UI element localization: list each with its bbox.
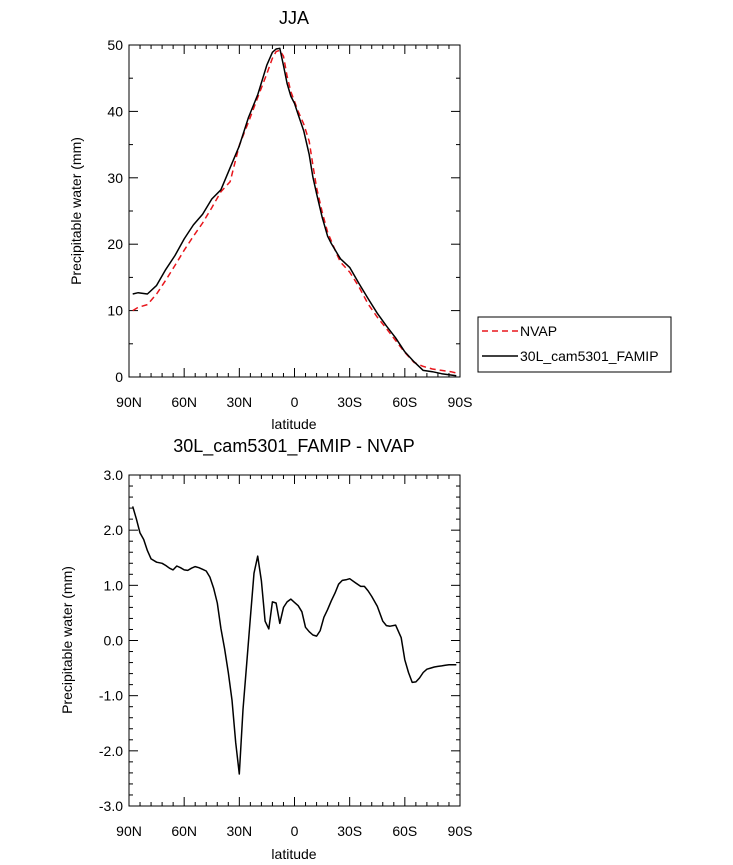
- y-tick-label: 2.0: [104, 522, 124, 538]
- y-tick-label: 0.0: [104, 633, 124, 649]
- x-tick-label: 90N: [116, 823, 142, 839]
- x-tick-label: 90S: [448, 823, 473, 839]
- bottom-chart-lines: [131, 506, 457, 775]
- x-tick-label: 30S: [337, 394, 362, 410]
- x-tick-label: 60S: [392, 823, 417, 839]
- y-tick-label: 20: [107, 236, 123, 252]
- y-tick-label: 1.0: [104, 577, 124, 593]
- series-line-nvap: [132, 49, 457, 374]
- bottom-chart-panel: 30L_cam5301_FAMIP - NVAP Precipitable wa…: [59, 436, 472, 862]
- x-tick-label: 60N: [171, 394, 197, 410]
- series-line-30l-cam5301-famip: [132, 47, 457, 377]
- y-tick-label: -2.0: [99, 743, 123, 759]
- legend-label-model: 30L_cam5301_FAMIP: [520, 348, 659, 364]
- bottom-chart-frame: [128, 474, 461, 807]
- top-chart-panel: JJA Precipitable water (mm) latitude 90N…: [68, 8, 672, 432]
- top-chart-legend: NVAP 30L_cam5301_FAMIP: [477, 316, 672, 373]
- top-chart-frame: [128, 44, 461, 378]
- top-chart-ticks: 90N 60N 30N 0 30S 60S 90S 0 10 20 30 40 50: [107, 37, 472, 410]
- x-tick-label: 90S: [448, 394, 473, 410]
- y-tick-label: 10: [107, 303, 123, 319]
- top-chart-lines: [132, 47, 457, 377]
- legend-box: [477, 316, 672, 373]
- bottom-chart-ylabel: Precipitable water (mm): [59, 566, 75, 714]
- y-tick-label: 3.0: [104, 467, 124, 483]
- bottom-chart-title: 30L_cam5301_FAMIP - NVAP: [173, 436, 414, 457]
- x-tick-label: 60S: [392, 394, 417, 410]
- top-chart-title: JJA: [279, 8, 309, 28]
- x-tick-label: 90N: [116, 394, 142, 410]
- y-tick-label: 0: [115, 369, 123, 385]
- y-tick-label: 40: [107, 103, 123, 119]
- y-tick-label: 30: [107, 170, 123, 186]
- x-tick-label: 30N: [226, 823, 252, 839]
- y-tick-label: -1.0: [99, 688, 123, 704]
- y-tick-label: -3.0: [99, 798, 123, 814]
- x-tick-label: 0: [291, 394, 299, 410]
- x-tick-label: 30N: [226, 394, 252, 410]
- y-tick-label: 50: [107, 37, 123, 53]
- bottom-chart-ticks: 90N 60N 30N 0 30S 60S 90S -3.0 -2.0 -1.0 0.0 1.0 2.0…: [99, 467, 473, 839]
- x-tick-label: 0: [291, 823, 299, 839]
- bottom-chart-xlabel: latitude: [271, 846, 316, 862]
- series-line-30l-cam5301-famip-nvap: [131, 506, 457, 775]
- top-chart-ylabel: Precipitable water (mm): [68, 137, 84, 285]
- legend-label-nvap: NVAP: [520, 323, 557, 339]
- x-tick-label: 30S: [337, 823, 362, 839]
- top-chart-xlabel: latitude: [271, 416, 316, 432]
- x-tick-label: 60N: [171, 823, 197, 839]
